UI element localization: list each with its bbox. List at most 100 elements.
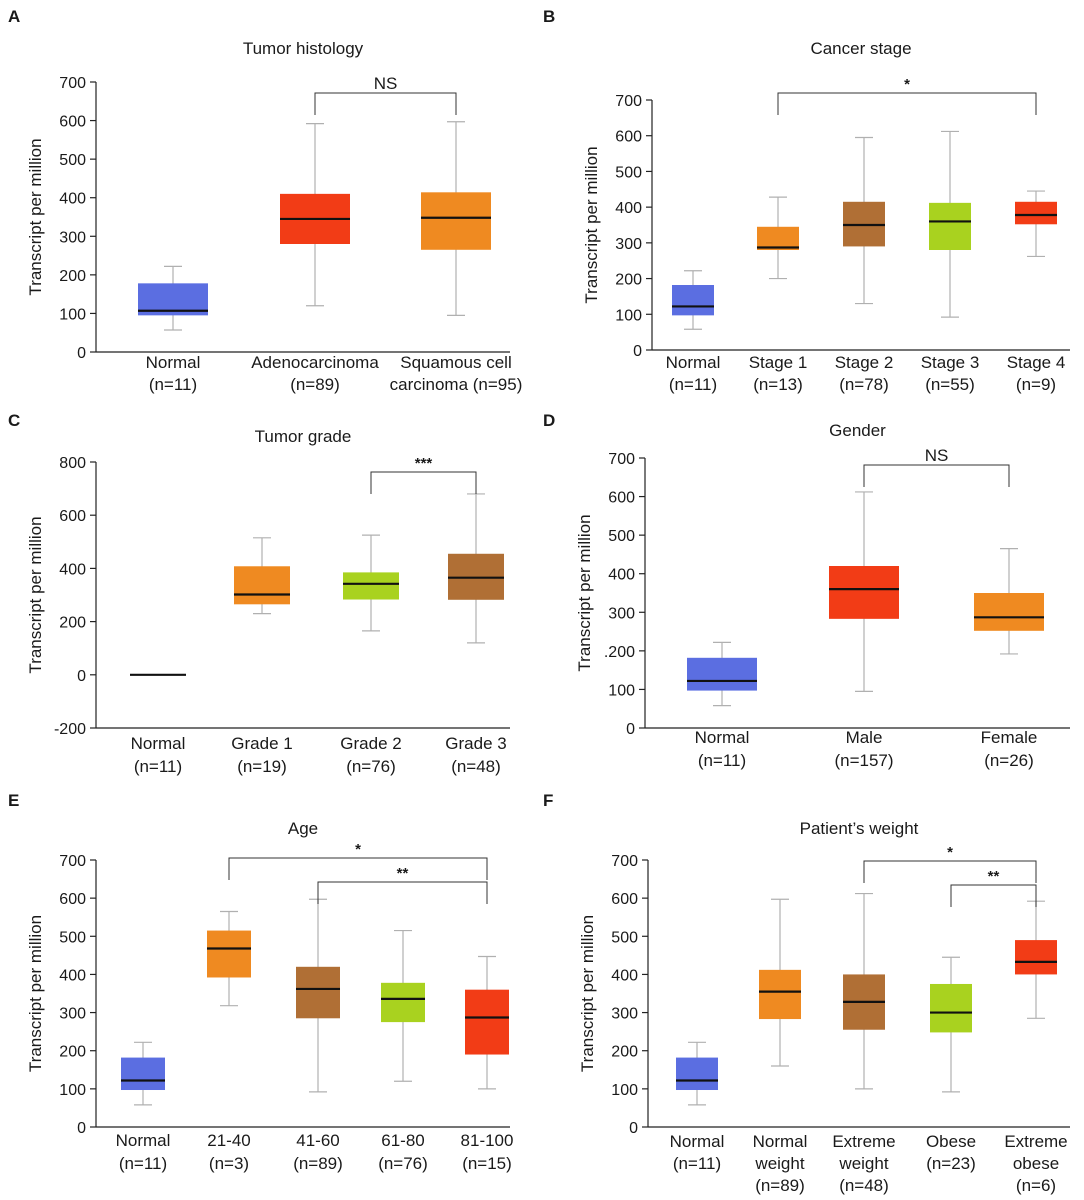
box-iqr — [234, 566, 290, 605]
significance-label: * — [904, 76, 910, 93]
y-tick-label: 800 — [59, 455, 86, 472]
box-5 — [1015, 190, 1057, 258]
box-iqr — [296, 966, 340, 1019]
significance-label: * — [355, 841, 361, 858]
chart-title: Gender — [829, 421, 886, 440]
category-label: Stage 2 (n=78) — [835, 353, 894, 394]
box-1 — [687, 641, 757, 707]
box-iqr — [672, 285, 714, 316]
significance-bracket — [863, 464, 1010, 487]
panel-e: E Age Transcript per million 0 100 200 300 400 5… — [8, 791, 513, 1173]
y-tick-label: 0 — [629, 1120, 638, 1137]
y-tick-label: 600 — [59, 891, 86, 908]
chart-title: Cancer stage — [810, 39, 911, 58]
y-tick-label: 700 — [59, 853, 86, 870]
y-tick-label: 300 — [608, 605, 635, 622]
category-label: 81-100 (n=15) — [461, 1131, 514, 1173]
box-4 — [930, 956, 972, 1093]
box-2 — [757, 196, 799, 280]
category-label: Adenocarcinoma (n=89) — [251, 353, 379, 394]
y-tick-label: .200 — [604, 644, 635, 661]
category-label: Stage 3 (n=55) — [921, 353, 980, 394]
chart-title: Age — [288, 819, 318, 838]
y-axis-label: Transcript per million — [26, 516, 45, 673]
category-label: Grade 3 (n=48) — [445, 734, 506, 776]
y-tick-label: 200 — [59, 615, 86, 632]
box-2 — [829, 491, 899, 692]
box-iqr — [121, 1057, 165, 1091]
significance-label: * — [947, 844, 953, 861]
box-3 — [421, 121, 491, 316]
y-tick-label: 500 — [615, 164, 642, 181]
box-iqr — [1015, 201, 1057, 225]
y-tick-label: 0 — [77, 345, 86, 362]
y-tick-label: 300 — [611, 1006, 638, 1023]
y-tick-label: 700 — [608, 451, 635, 468]
box-iqr — [207, 930, 251, 978]
category-label: Extreme obese (n=6) — [1004, 1132, 1067, 1195]
significance-bracket — [317, 881, 488, 904]
box-5 — [1015, 900, 1057, 1019]
category-label: Stage 4 (n=9) — [1007, 353, 1066, 394]
box-iqr — [343, 572, 399, 600]
y-tick-label: 0 — [77, 1120, 86, 1137]
box-4 — [448, 493, 504, 644]
box-iqr — [930, 983, 972, 1033]
category-label: Obese (n=23) — [926, 1132, 976, 1173]
panel-letter: D — [543, 411, 555, 430]
panel-b: B Cancer stage Transcript per million 0 100 2… — [543, 7, 1070, 394]
panel-a: A Tumor histology Transcript per million 0 1… — [8, 7, 522, 394]
category-label: Normal (n=11) — [695, 728, 750, 770]
panel-f: F Patient’s weight Transcript per million 0… — [543, 791, 1070, 1195]
significance-label: NS — [925, 446, 949, 465]
y-tick-label: 700 — [615, 93, 642, 110]
y-tick-label: 400 — [615, 200, 642, 217]
significance-bracket — [777, 92, 1037, 115]
category-label: Female (n=26) — [981, 728, 1038, 770]
y-tick-label: 200 — [59, 1044, 86, 1061]
category-label: Normal weight (n=89) — [753, 1132, 808, 1195]
significance-label: *** — [415, 455, 433, 472]
y-tick-label: 700 — [59, 75, 86, 92]
y-tick-label: 400 — [608, 567, 635, 584]
box-1 — [121, 1041, 165, 1106]
y-tick-label: 700 — [611, 853, 638, 870]
significance-bracket — [370, 471, 477, 494]
category-label: 61-80 (n=76) — [378, 1131, 428, 1173]
chart-title: Patient’s weight — [800, 819, 919, 838]
y-axis-label: Transcript per million — [575, 514, 594, 671]
category-label: Squamous cell carcinoma (n=95) — [390, 353, 523, 394]
category-label: Grade 2 (n=76) — [340, 734, 401, 776]
y-tick-label: 300 — [615, 236, 642, 253]
panel-d: D Gender Transcript per million 0 100 .200 300… — [543, 411, 1070, 770]
y-tick-label: 600 — [59, 114, 86, 131]
box-3 — [843, 892, 885, 1090]
box-3 — [974, 548, 1044, 655]
box-1 — [672, 270, 714, 330]
y-axis-label: Transcript per million — [26, 138, 45, 295]
chart-title: Tumor histology — [243, 39, 364, 58]
box-3 — [843, 136, 885, 305]
box-2 — [234, 537, 290, 615]
box-1 — [676, 1041, 718, 1106]
box-2 — [207, 910, 251, 1007]
box-iqr — [974, 593, 1044, 631]
category-label: Grade 1 (n=19) — [231, 734, 292, 776]
y-tick-label: 500 — [611, 929, 638, 946]
panel-letter: B — [543, 7, 555, 26]
y-tick-label: 0 — [77, 668, 86, 685]
box-iqr — [676, 1057, 718, 1091]
box-3 — [343, 534, 399, 632]
panel-letter: E — [8, 791, 19, 810]
category-label: Normal (n=11) — [666, 353, 721, 394]
y-tick-label: 400 — [59, 967, 86, 984]
box-iqr — [929, 202, 971, 250]
category-label: 41-60 (n=89) — [293, 1131, 343, 1173]
box-2 — [759, 898, 801, 1067]
box-4 — [929, 130, 971, 318]
significance-label: ** — [397, 865, 409, 882]
y-tick-label: 500 — [608, 528, 635, 545]
box-iqr — [1015, 940, 1057, 975]
significance-bracket — [863, 860, 1037, 883]
y-tick-label: 100 — [611, 1082, 638, 1099]
